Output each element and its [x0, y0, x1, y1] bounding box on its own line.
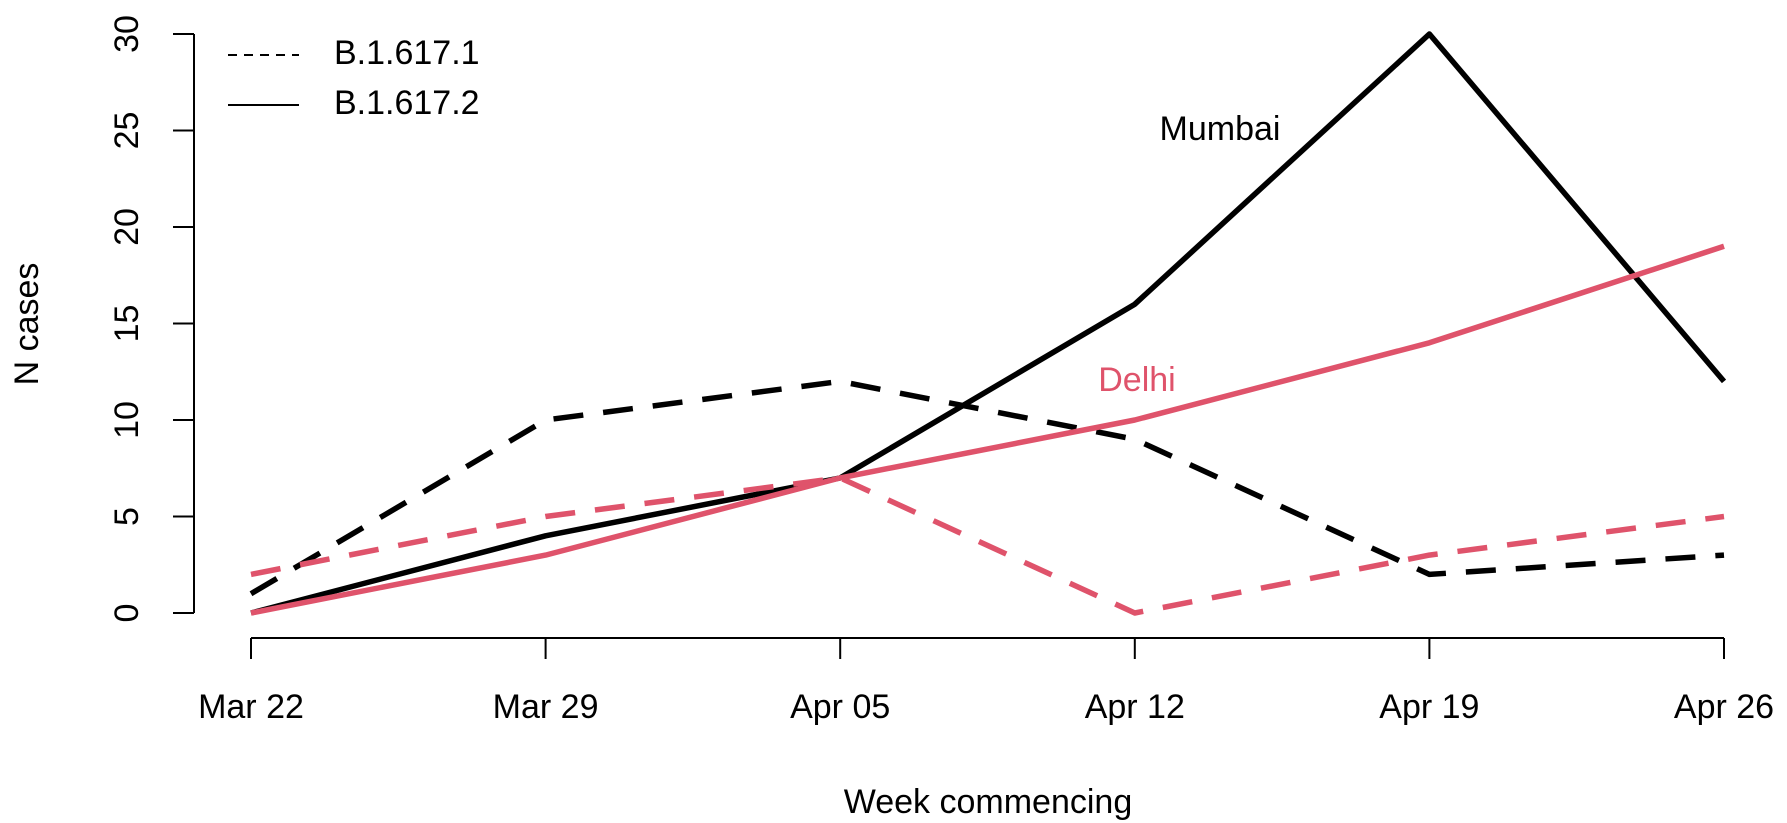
- legend-label: B.1.617.2: [334, 84, 480, 122]
- line-annotation: Mumbai: [1160, 110, 1281, 148]
- y-tick-label: 30: [108, 15, 146, 53]
- line-series: [249, 378, 1725, 597]
- x-tick-label: Apr 19: [1379, 688, 1479, 726]
- line-series: [250, 243, 1725, 616]
- x-tick-label: Apr 26: [1674, 688, 1774, 726]
- line-series: [250, 475, 1725, 616]
- x-tick-label: Apr 05: [790, 688, 890, 726]
- y-tick-label: 10: [108, 401, 146, 439]
- y-tick-label: 15: [108, 305, 146, 343]
- y-axis-label: N cases: [8, 263, 46, 386]
- y-tick-label: 5: [108, 507, 146, 526]
- legend-label: B.1.617.1: [334, 34, 480, 72]
- line-annotation: Delhi: [1098, 361, 1175, 399]
- y-tick-label: 20: [108, 208, 146, 246]
- x-tick-label: Mar 29: [493, 688, 599, 726]
- x-tick-label: Mar 22: [198, 688, 304, 726]
- x-axis-label: Week commencing: [844, 783, 1133, 821]
- y-tick-label: 25: [108, 112, 146, 150]
- line-series: [250, 31, 1727, 616]
- x-tick-label: Apr 12: [1085, 688, 1185, 726]
- y-tick-label: 0: [108, 604, 146, 623]
